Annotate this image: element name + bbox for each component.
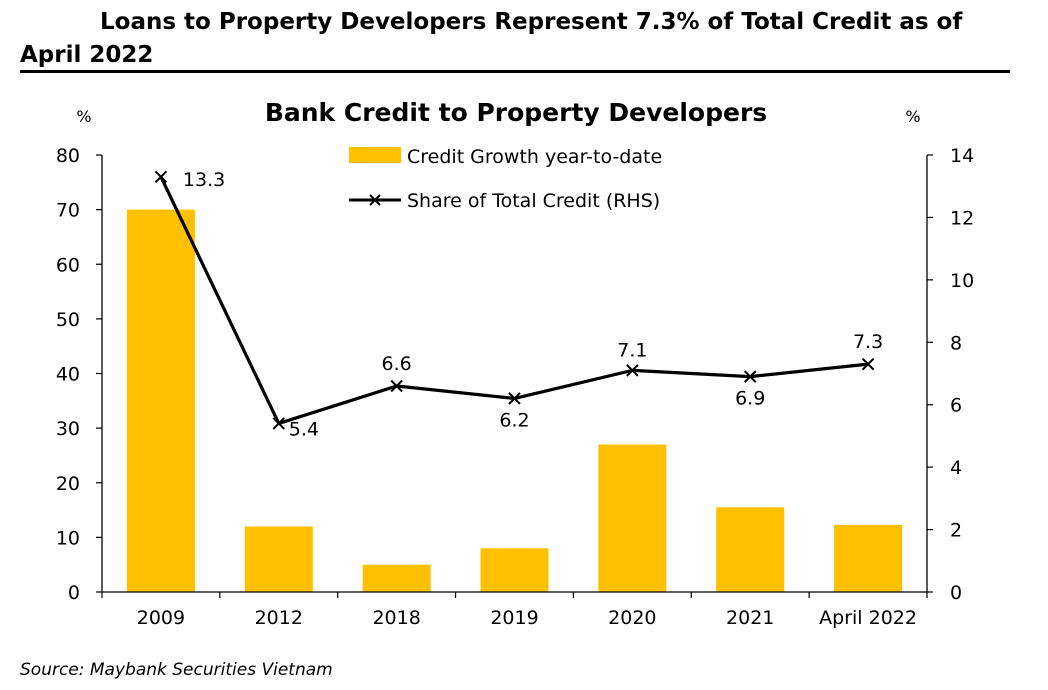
bar-series (126, 209, 903, 592)
legend-label-credit-growth: Credit Growth year-to-date (407, 146, 662, 168)
chart-title: Bank Credit to Property Developers (265, 98, 767, 127)
x-tick-label: 2021 (726, 607, 774, 629)
legend-bar-swatch (349, 147, 401, 163)
data-label: 5.4 (289, 418, 319, 440)
x-tick-label: 2009 (137, 607, 185, 629)
bar-2020 (598, 444, 667, 592)
line-marker (861, 357, 875, 371)
x-tick-label: 2020 (608, 607, 656, 629)
share-line (159, 176, 869, 426)
right-tick-label: 0 (950, 582, 962, 604)
source-note: Source: Maybank Securities Vietnam (20, 660, 333, 680)
left-tick-label: 0 (68, 582, 80, 604)
data-label: 6.9 (735, 388, 765, 410)
x-tick-label: 2012 (255, 607, 303, 629)
bar-2019 (480, 548, 549, 592)
legend: Credit Growth year-to-date Share of Total… (349, 146, 662, 212)
line-marker (154, 170, 168, 184)
left-tick-label: 30 (56, 418, 80, 440)
right-tick-label: 4 (950, 457, 962, 479)
right-tick-label: 6 (950, 395, 962, 417)
left-axis-unit: % (76, 107, 91, 126)
left-tick-label: 40 (56, 364, 80, 386)
line-marker (508, 392, 521, 405)
data-label: 6.2 (499, 409, 529, 431)
left-tick-label: 10 (56, 527, 80, 549)
bar-2009 (126, 209, 195, 592)
data-label: 13.3 (183, 169, 225, 191)
left-tick-label: 50 (56, 309, 80, 331)
left-tick-label: 80 (56, 145, 80, 167)
legend-line-marker (369, 194, 381, 206)
right-axis-unit: % (905, 107, 920, 126)
bar-2012 (244, 526, 313, 592)
x-tick-label: 2018 (372, 607, 420, 629)
right-tick-label: 14 (950, 145, 974, 167)
right-tick-label: 12 (950, 207, 974, 229)
data-label: 6.6 (382, 353, 412, 375)
headline-rule (20, 70, 1010, 73)
right-tick-label: 8 (950, 332, 962, 354)
right-tick-label: 2 (950, 520, 962, 542)
axes: 0 10 20 30 40 50 60 70 80 0 2 4 6 8 10 12 14 2009 2012 2018… (56, 145, 974, 629)
line-marker (744, 370, 757, 383)
left-tick-label: 70 (56, 200, 80, 222)
headline: Loans to Property Developers Represent 7… (20, 6, 1020, 72)
data-label: 7.3 (853, 331, 883, 353)
left-tick-label: 20 (56, 473, 80, 495)
x-tick-label: April 2022 (819, 607, 917, 629)
line-marker (390, 379, 403, 393)
bar-2021 (716, 507, 785, 592)
data-label: 7.1 (617, 339, 647, 361)
line-marker (272, 417, 285, 430)
bar-2018 (362, 564, 431, 592)
bar-april-2022 (834, 524, 903, 592)
chart: Bank Credit to Property Developers % % 0… (56, 98, 974, 629)
headline-text: Loans to Property Developers Represent 7… (20, 9, 963, 68)
legend-label-share: Share of Total Credit (RHS) (407, 190, 660, 212)
line-series: 13.3 5.4 6.6 6.2 7.1 6.9 7.3 (154, 169, 883, 440)
right-tick-label: 10 (950, 270, 974, 292)
left-tick-label: 60 (56, 254, 80, 276)
x-tick-label: 2019 (490, 607, 538, 629)
line-marker (626, 364, 639, 377)
